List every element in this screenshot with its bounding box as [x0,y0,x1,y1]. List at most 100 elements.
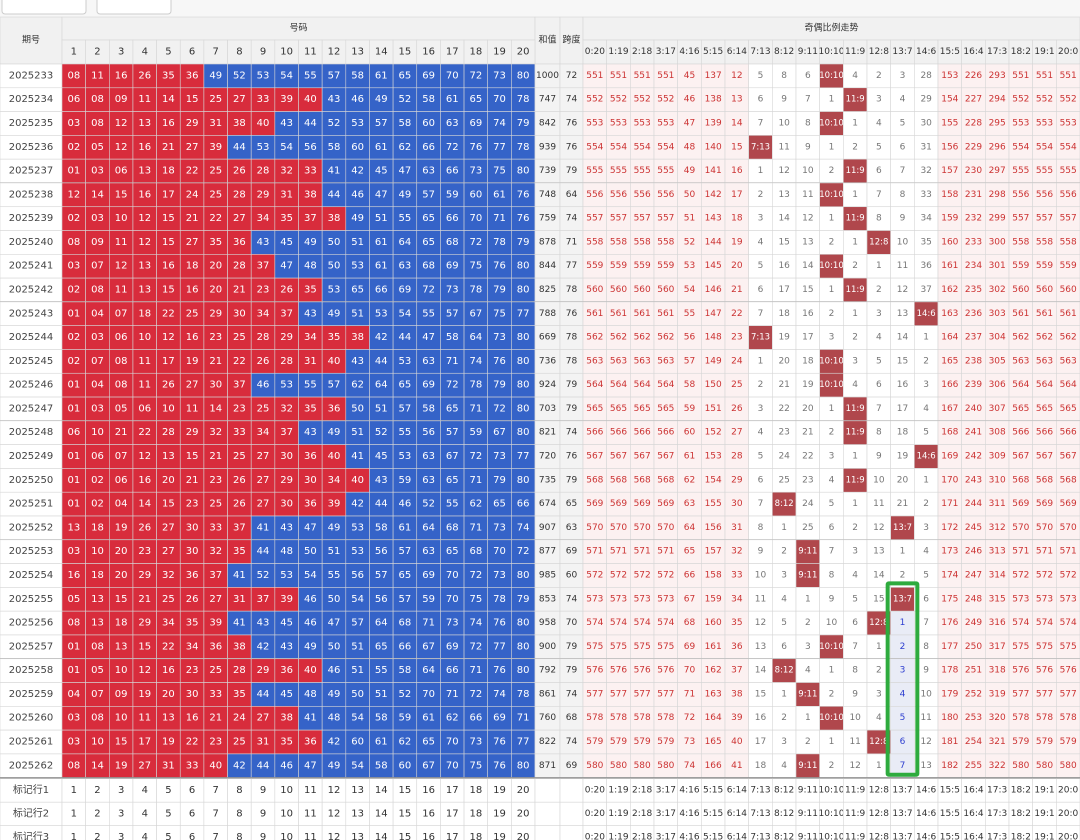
trend-value: 19 [778,333,790,343]
number: 19 [162,737,175,748]
trend-value: 558 [1036,237,1053,247]
trend-value: 4 [852,380,858,390]
trend-value: 157 [941,166,958,176]
trend-value: 5 [876,142,882,152]
trend-value: 238 [965,356,982,366]
number: 20 [115,570,128,581]
trend-value: 232 [965,214,982,224]
trend-value: 580 [586,761,603,771]
sum: 674 [539,499,556,509]
trend-value: 181 [941,737,958,747]
number: 23 [138,546,151,557]
number: 72 [446,142,459,153]
trend-value: 15 [778,237,789,247]
column-label: 4 [142,47,148,58]
marker-number: 1 [71,808,77,819]
trend-value: 64 [684,523,696,533]
trend-value: 253 [965,713,982,723]
trend-value: 3 [876,689,882,699]
trend-value: 239 [965,380,982,390]
trend-value: 178 [941,666,958,676]
number: 56 [422,427,435,438]
number: 70 [446,70,459,81]
number: 59 [399,475,412,486]
trend-value: 557 [610,214,627,224]
number: 72 [422,285,435,296]
trend-value: 23 [802,475,813,485]
trend-value: 552 [610,95,627,105]
span: 69 [566,761,578,771]
number: 65 [422,213,435,224]
number: 73 [493,332,506,343]
number: 65 [399,380,412,391]
trend-value: 29 [920,95,932,105]
trend-value: 2 [781,713,787,723]
number: 03 [67,546,80,557]
trend-value: 556 [1060,190,1077,200]
trend-value: 2 [805,737,811,747]
number: 74 [493,118,506,129]
number: 13 [91,594,104,605]
number: 39 [209,142,222,153]
trend-value: 2 [876,285,882,295]
number: 58 [422,403,435,414]
period: 2025241 [9,261,54,272]
marker-ratio: 15:5 [940,785,960,795]
number: 46 [351,189,364,200]
number: 45 [375,451,388,462]
trend-value: 1 [829,404,835,414]
number: 11 [186,403,199,414]
toolbar-button[interactable] [96,0,172,15]
trend-value: 7 [876,404,882,414]
number: 38 [304,189,317,200]
number: 55 [375,665,388,676]
number: 22 [162,641,175,652]
number: 43 [375,475,388,486]
trend-value: 28 [920,71,932,81]
trend-value: 305 [989,356,1006,366]
trend-value: 572 [1036,570,1053,580]
marker-ratio: 1:19 [608,785,628,795]
number: 19 [186,356,199,367]
trend-value: 41 [731,761,742,771]
trend-value: 68 [684,618,696,628]
trend-value: 572 [1012,570,1029,580]
number: 28 [257,166,270,177]
number: 36 [209,641,222,652]
number: 10 [115,713,128,724]
number: 06 [115,332,128,343]
trend-value: 576 [1012,666,1029,676]
number: 62 [351,380,364,391]
trend-value: 574 [1012,618,1029,628]
trend-value: 5 [852,594,858,604]
trend-value: 565 [610,404,627,414]
number: 60 [351,142,364,153]
toolbar-button[interactable] [1,0,87,15]
number: 10 [91,427,104,438]
number: 51 [351,308,364,319]
trend-value: 1 [852,499,858,509]
number: 26 [233,475,246,486]
trend-value: 565 [1060,404,1077,414]
trend-value: 8 [876,428,882,438]
number: 34 [304,332,317,343]
trend-value: 568 [586,475,603,485]
span: 78 [566,333,578,343]
number: 69 [422,70,435,81]
number: 32 [162,570,175,581]
number: 52 [233,70,246,81]
trend-value: 2 [923,499,929,509]
number: 51 [375,213,388,224]
number: 80 [517,285,530,296]
trend-value: 249 [965,618,982,628]
column-label: 5:15 [703,47,723,57]
trend-value: 5 [923,570,929,580]
number: 56 [304,142,317,153]
number: 46 [351,94,364,105]
number: 11 [138,380,151,391]
trend-value: 37 [920,285,931,295]
number: 49 [399,189,412,200]
trend-value: 553 [1036,118,1053,128]
column-label: 10 [280,47,293,58]
trend-value: 171 [941,499,958,509]
